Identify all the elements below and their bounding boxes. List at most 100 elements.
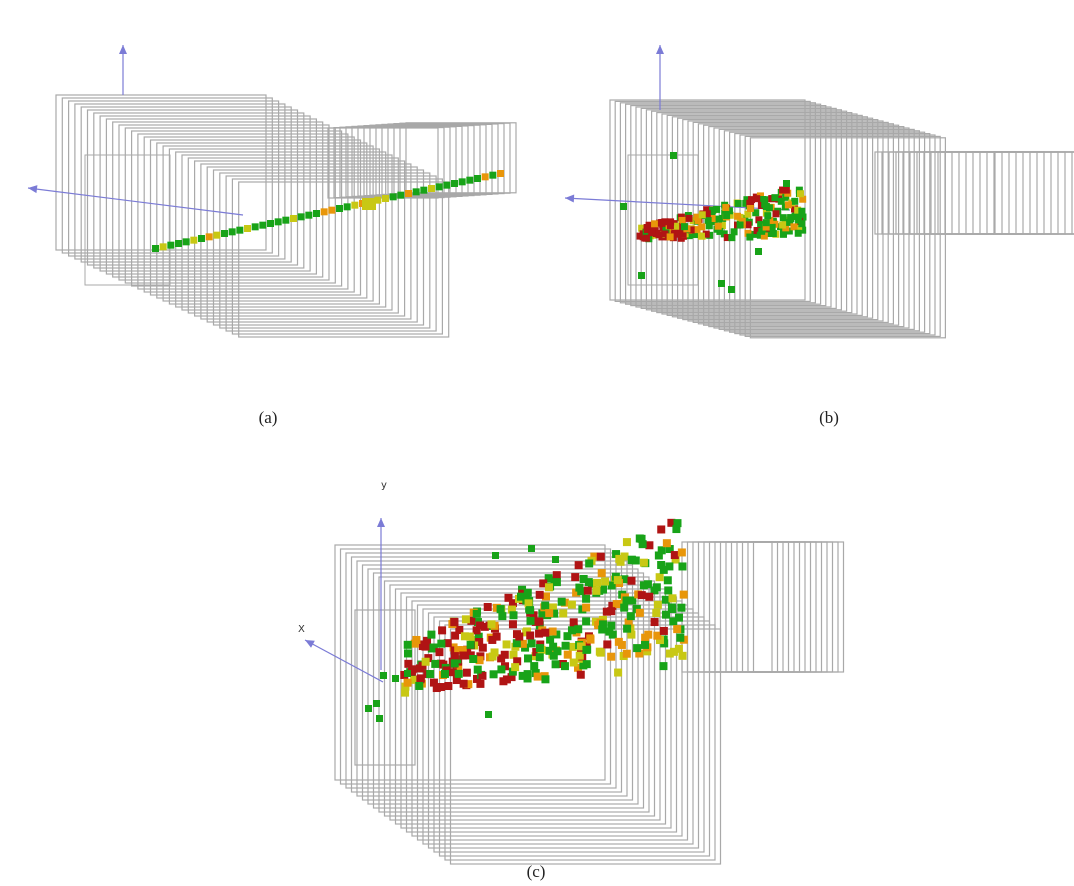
hit-cube xyxy=(584,578,593,587)
hit-cube xyxy=(597,569,606,578)
hit-cube xyxy=(451,180,458,187)
detector-frame xyxy=(888,151,1010,235)
detector-frame xyxy=(356,560,628,797)
hit-cube xyxy=(569,618,578,627)
hit-cube xyxy=(666,233,674,241)
arrow-icon xyxy=(377,518,385,527)
detector-frame xyxy=(367,568,639,805)
hit-cube xyxy=(645,221,653,229)
hit-cube xyxy=(228,228,236,236)
hit-cube xyxy=(777,197,785,205)
hit-cube xyxy=(746,233,754,241)
hit-cube xyxy=(451,631,460,640)
hit-cube xyxy=(582,603,591,612)
hit-cube xyxy=(620,575,629,584)
hit-cube xyxy=(405,190,412,197)
detector-frame xyxy=(881,151,1003,235)
hit-cube xyxy=(205,233,213,241)
hit-cube xyxy=(746,204,754,212)
hit-cube xyxy=(744,221,752,229)
hit-cube xyxy=(545,646,554,655)
x-axis xyxy=(304,639,384,683)
hit-cube xyxy=(728,234,736,242)
hit-cube xyxy=(474,632,483,641)
detector-frame xyxy=(405,122,517,194)
hit-cube xyxy=(404,670,411,677)
hit-cube xyxy=(313,210,320,217)
hit-cube xyxy=(508,667,517,676)
hit-cube xyxy=(665,649,674,658)
detector-frame xyxy=(162,145,374,302)
hit-cube xyxy=(473,665,482,674)
detector-frame xyxy=(708,541,801,673)
hit-cube xyxy=(605,627,614,636)
hit-cube xyxy=(655,573,664,582)
hit-cube xyxy=(723,212,731,220)
hit-cube xyxy=(297,213,305,221)
hit-cube xyxy=(673,625,682,634)
hit-cube xyxy=(743,196,751,204)
hit-cube xyxy=(458,178,466,186)
detector-frame xyxy=(143,136,355,293)
detector-frame xyxy=(84,154,171,286)
hit-cube xyxy=(432,684,441,693)
hit-cube xyxy=(798,220,806,228)
hit-cube xyxy=(518,639,527,648)
hit-cube xyxy=(443,181,451,189)
hit-cube xyxy=(662,539,671,548)
hit-cube xyxy=(602,607,611,616)
hit-cube xyxy=(614,668,623,677)
hit-cube xyxy=(267,220,274,227)
hit-cube xyxy=(620,603,629,612)
hit-cube xyxy=(674,644,683,653)
hit-cube xyxy=(671,555,680,564)
hit-cube xyxy=(760,232,768,240)
hit-cube xyxy=(542,592,551,601)
hit-cube xyxy=(416,675,425,684)
hit-cube xyxy=(487,620,496,629)
hit-cube xyxy=(426,670,435,679)
detector-frame xyxy=(666,114,863,317)
arrow-icon xyxy=(656,45,664,54)
hit-cube xyxy=(343,203,351,211)
hit-cube xyxy=(515,632,524,641)
hit-cube xyxy=(685,214,693,222)
hit-cube xyxy=(676,633,685,642)
detector-frame xyxy=(909,151,1031,235)
hit-cube xyxy=(648,229,656,237)
hit-cube xyxy=(679,590,688,599)
hit-cube xyxy=(799,226,807,234)
detector-frame xyxy=(650,110,848,312)
detector-frame xyxy=(333,126,445,199)
hit-cube xyxy=(726,211,734,219)
hit-cube xyxy=(467,616,476,625)
detector-frame xyxy=(372,572,645,809)
hit-cube xyxy=(440,669,449,678)
hit-cube xyxy=(720,230,728,238)
hit-cube xyxy=(576,642,585,651)
hit-cube xyxy=(783,180,790,187)
detector-frame xyxy=(433,616,705,853)
hit-cube xyxy=(412,188,420,196)
hit-cube xyxy=(703,210,711,218)
hit-cube xyxy=(734,212,742,220)
hit-cube xyxy=(496,605,505,614)
hit-cube xyxy=(714,222,722,230)
hit-cube xyxy=(576,670,585,679)
hit-cube xyxy=(527,639,536,648)
detector-frame xyxy=(187,157,399,314)
hit-cube xyxy=(523,670,532,679)
arrow-icon xyxy=(565,194,575,203)
detector-frame xyxy=(93,112,305,269)
hit-cube xyxy=(641,633,650,642)
hit-cube xyxy=(660,639,669,648)
hit-cube xyxy=(469,654,478,663)
hit-cube xyxy=(697,232,705,240)
hit-cube xyxy=(549,651,558,660)
hit-cube xyxy=(502,640,511,649)
hit-cube xyxy=(498,612,507,621)
hit-cube xyxy=(167,241,175,249)
hit-cube xyxy=(579,574,588,583)
detector-frame xyxy=(411,600,683,837)
hit-cube xyxy=(742,199,750,207)
